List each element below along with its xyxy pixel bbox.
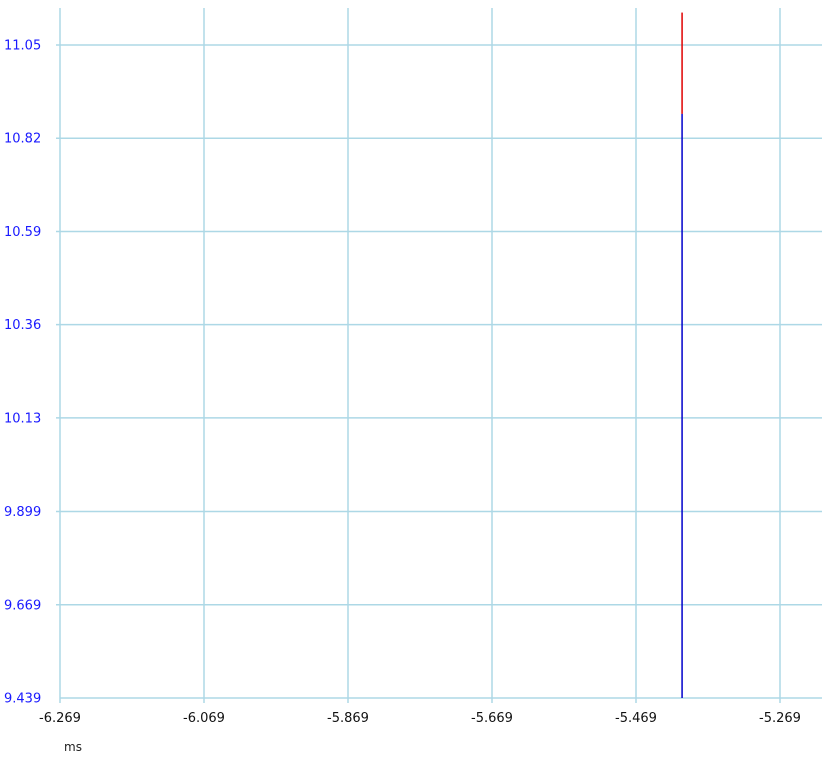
y-tick-label: 10.59 <box>4 225 41 240</box>
x-tick-label: -5.869 <box>327 711 369 726</box>
x-axis-unit-label: ms <box>64 740 82 754</box>
y-tick-label: 10.13 <box>4 411 41 426</box>
x-tick-label: -5.269 <box>759 711 801 726</box>
x-tick-label: -6.069 <box>183 711 225 726</box>
y-tick-label: 9.899 <box>4 505 41 520</box>
y-tick-label: 10.36 <box>4 318 41 333</box>
y-tick-label: 9.669 <box>4 598 41 613</box>
x-axis-tick-labels: -6.269 -6.069 -5.869 -5.669 -5.469 -5.269 <box>39 711 801 726</box>
y-tick-label: 10.82 <box>4 132 41 147</box>
grid-layer <box>56 8 822 703</box>
x-tick-label: -5.669 <box>471 711 513 726</box>
y-tick-label: 11.05 <box>4 39 41 54</box>
x-tick-label: -6.269 <box>39 711 81 726</box>
y-axis-tick-labels: 9.439 9.669 9.899 10.13 10.36 10.59 10.82 11.05 <box>4 39 41 707</box>
x-tick-label: -5.469 <box>615 711 657 726</box>
y-tick-label: 9.439 <box>4 692 41 707</box>
